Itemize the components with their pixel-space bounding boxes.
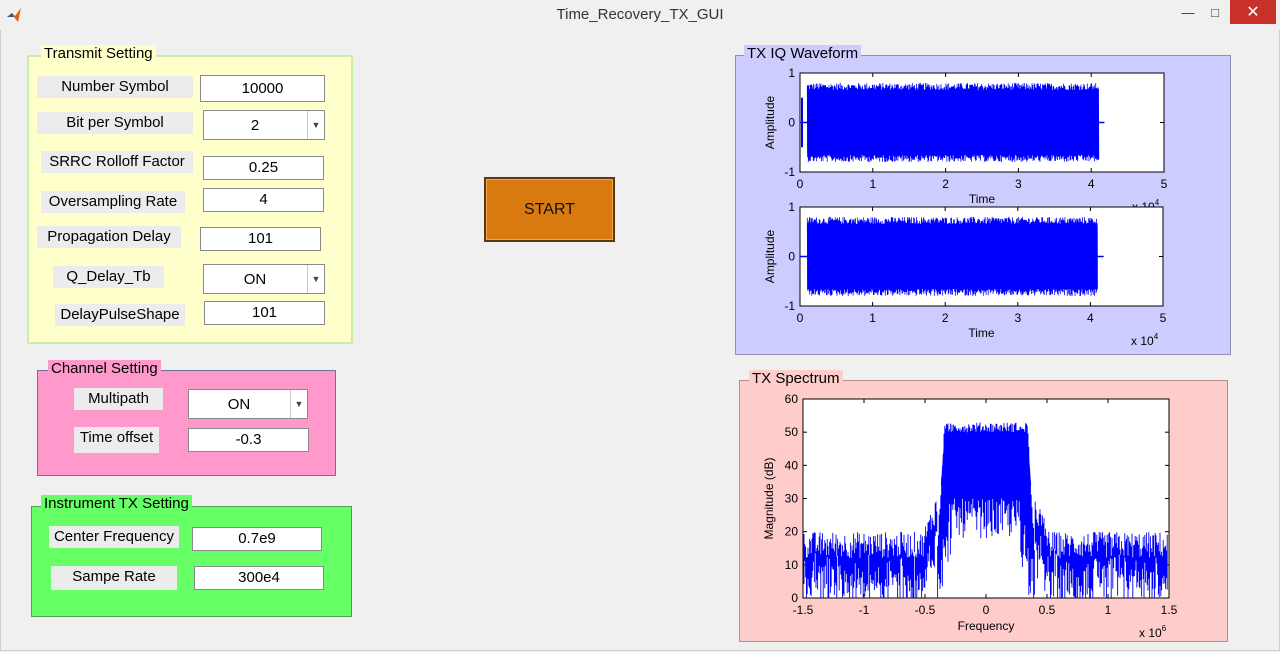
bit-per-symbol-label: Bit per Symbol <box>37 112 193 134</box>
delay-pulse-shape-label: DelayPulseShape <box>55 304 185 326</box>
x-tick-label: 5 <box>1161 177 1168 191</box>
y-tick-label: 0 <box>788 116 795 130</box>
x-exponent-label: x 104 <box>1131 332 1159 348</box>
y-tick-label: 1 <box>788 200 795 214</box>
x-tick-label: 1 <box>1105 603 1112 617</box>
bit-per-symbol-value: 2 <box>250 116 260 134</box>
y-tick-label: 1 <box>788 66 795 80</box>
chevron-down-icon[interactable]: ▼ <box>307 265 324 293</box>
x-exponent-power: 4 <box>1155 198 1160 207</box>
y-tick-label: 0 <box>791 591 798 605</box>
x-tick-label: 3 <box>1014 311 1021 325</box>
srrc-rolloff-label: SRRC Rolloff Factor <box>41 151 193 173</box>
tx-spectrum-chart: -1.5 -1 -0.5 0 0.5 1 1.5 60 50 40 30 20 10 0 Frequency… <box>762 392 1178 640</box>
instrument-tx-panel <box>31 506 352 617</box>
srrc-rolloff-input[interactable]: 0.25 <box>203 156 324 180</box>
maximize-button[interactable]: □ <box>1211 4 1219 20</box>
title-bar: Time_Recovery_TX_GUI — □ ✕ <box>0 0 1280 30</box>
waveform-fill <box>807 225 1098 288</box>
x-tick-label: -1.5 <box>793 603 814 617</box>
y-tick-label: 10 <box>785 558 799 572</box>
spectrum-fill <box>940 435 1032 486</box>
y-tick-label: -1 <box>784 299 795 313</box>
close-button[interactable]: ✕ <box>1230 0 1276 24</box>
x-tick-label: 1 <box>869 177 876 191</box>
y-tick-label: 60 <box>785 392 799 406</box>
start-button[interactable]: START <box>484 177 615 242</box>
y-axis-label: Amplitude <box>763 230 777 284</box>
time-offset-label: Time offset <box>74 427 159 453</box>
x-axis-label: Time <box>968 326 995 340</box>
x-tick-label: 1.5 <box>1161 603 1178 617</box>
multipath-label: Multipath <box>74 388 163 410</box>
bit-per-symbol-select[interactable]: 2 ▼ <box>203 110 325 140</box>
number-symbol-input[interactable]: 10000 <box>200 75 325 102</box>
q-delay-tb-label: Q_Delay_Tb <box>53 266 164 288</box>
transmit-setting-title: Transmit Setting <box>41 45 156 62</box>
y-tick-label: 40 <box>785 458 799 472</box>
x-axis-label: Time <box>969 192 996 206</box>
chevron-down-icon[interactable]: ▼ <box>307 111 324 139</box>
y-axis-label: Amplitude <box>763 96 777 150</box>
q-delay-tb-value: ON <box>243 270 267 288</box>
y-tick-label: 30 <box>785 492 799 506</box>
x-tick-label: 4 <box>1087 311 1094 325</box>
multipath-value: ON <box>227 395 251 413</box>
x-tick-label: 0 <box>797 177 804 191</box>
matlab-icon <box>7 8 21 22</box>
center-frequency-input[interactable]: 0.7e9 <box>192 527 322 551</box>
oversampling-rate-label: Oversampling Rate <box>41 191 185 213</box>
channel-setting-panel <box>37 370 336 476</box>
x-tick-label: -0.5 <box>915 603 936 617</box>
x-tick-label: 3 <box>1015 177 1022 191</box>
x-tick-label: 0 <box>983 603 990 617</box>
x-tick-label: 0 <box>797 311 804 325</box>
x-exponent-power: 6 <box>1162 624 1167 633</box>
minimize-button[interactable]: — <box>1181 4 1195 20</box>
y-tick-label: -1 <box>784 165 795 179</box>
window-title: Time_Recovery_TX_GUI <box>556 6 724 23</box>
x-exponent-power: 4 <box>1154 332 1159 341</box>
tx-spectrum-title: TX Spectrum <box>749 370 843 387</box>
multipath-select[interactable]: ON ▼ <box>188 389 308 419</box>
y-axis-label: Magnitude (dB) <box>762 457 776 539</box>
y-tick-label: 0 <box>788 250 795 264</box>
x-tick-label: 5 <box>1160 311 1167 325</box>
time-offset-input[interactable]: -0.3 <box>188 428 309 452</box>
x-exponent-label: x 106 <box>1139 624 1167 640</box>
x-tick-label: 2 <box>942 311 949 325</box>
q-delay-tb-select[interactable]: ON ▼ <box>203 264 325 294</box>
x-axis-label: Frequency <box>958 619 1015 633</box>
x-tick-label: -1 <box>859 603 870 617</box>
propagation-delay-label: Propagation Delay <box>37 226 181 248</box>
chevron-down-icon[interactable]: ▼ <box>290 390 307 418</box>
number-symbol-label: Number Symbol <box>37 76 193 98</box>
center-frequency-label: Center Frequency <box>49 526 179 548</box>
delay-pulse-shape-input[interactable]: 101 <box>204 301 325 325</box>
waveform-fill <box>807 91 1099 154</box>
x-tick-label: 2 <box>942 177 949 191</box>
instrument-tx-title: Instrument TX Setting <box>41 495 192 512</box>
x-tick-label: 0.5 <box>1039 603 1056 617</box>
sample-rate-input[interactable]: 300e4 <box>194 566 324 590</box>
sample-rate-label: Sampe Rate <box>51 566 177 590</box>
tx-iq-waveform-title: TX IQ Waveform <box>744 45 862 62</box>
oversampling-rate-input[interactable]: 4 <box>203 188 324 212</box>
x-tick-label: 4 <box>1088 177 1095 191</box>
x-tick-label: 1 <box>869 311 876 325</box>
y-tick-label: 20 <box>785 525 799 539</box>
y-tick-label: 50 <box>785 425 799 439</box>
channel-setting-title: Channel Setting <box>48 360 161 377</box>
propagation-delay-input[interactable]: 101 <box>200 227 321 251</box>
